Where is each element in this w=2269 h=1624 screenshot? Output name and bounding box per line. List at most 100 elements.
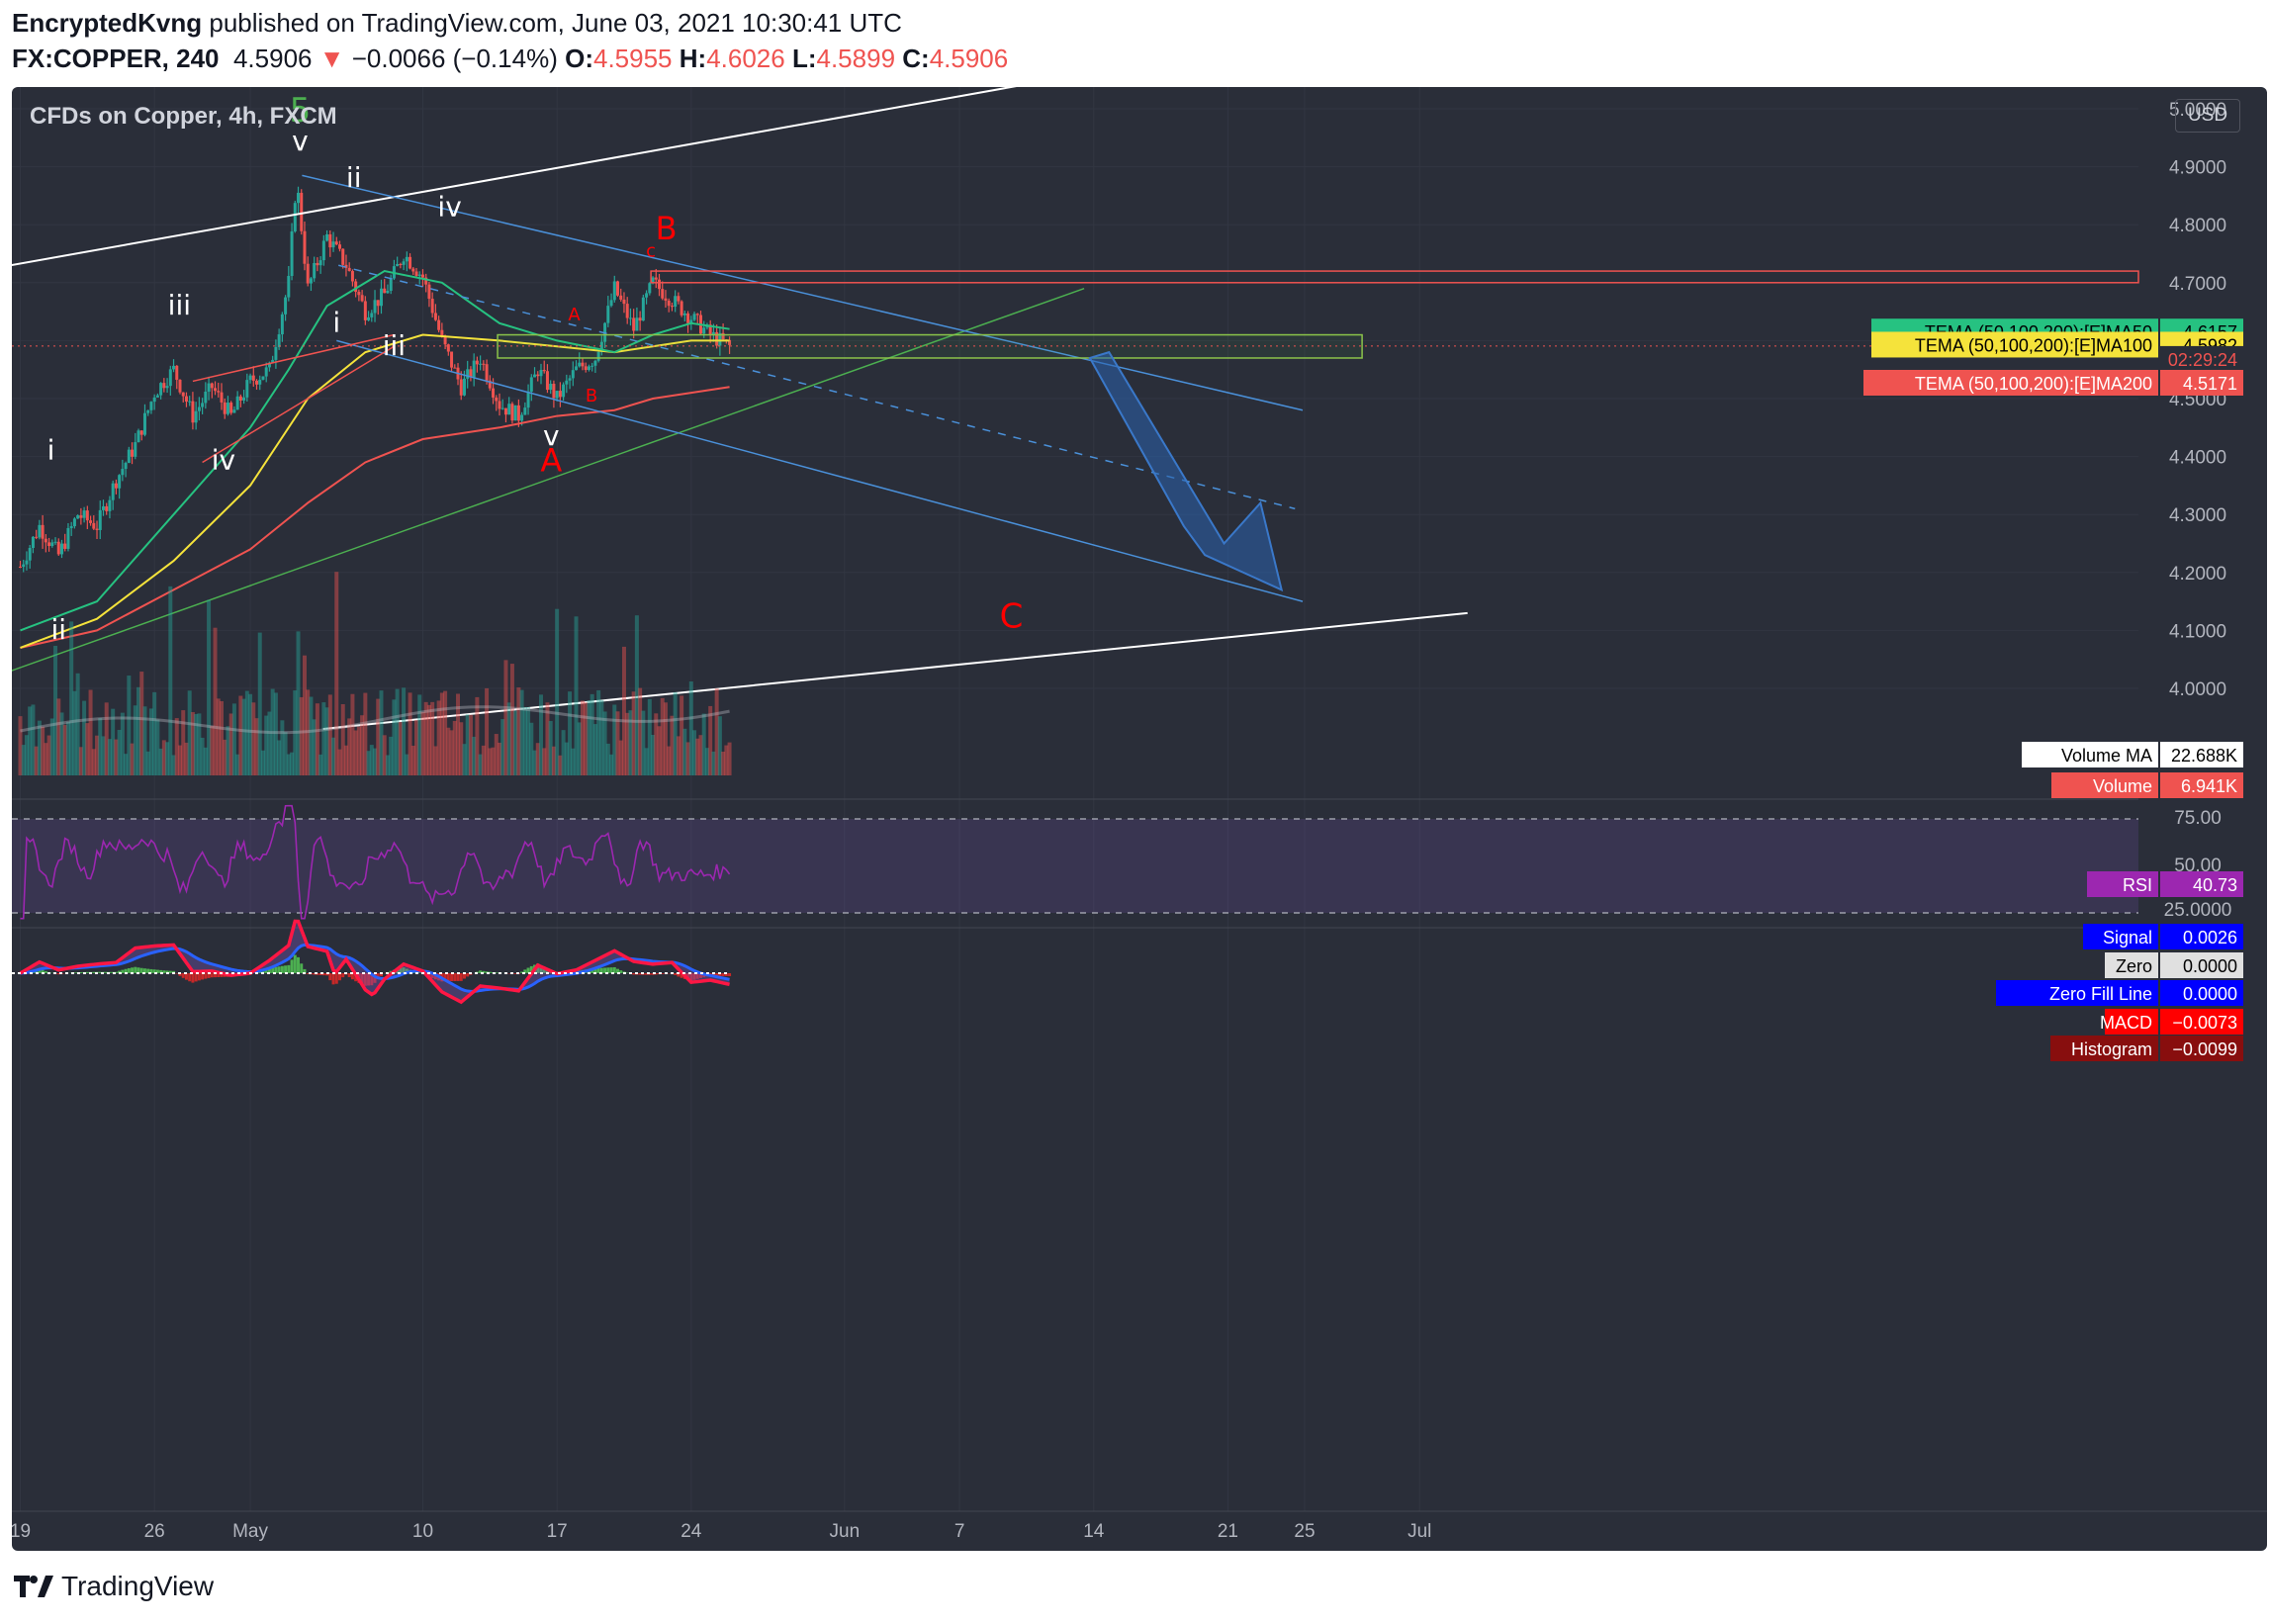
volume-bar	[85, 723, 90, 775]
volume-bar	[136, 686, 141, 775]
macd-tag-2-label: Zero Fill Line	[1996, 980, 2158, 1006]
ma100-label-tag-text: TEMA (50,100,200):[E]MA100	[1915, 335, 2152, 355]
volume-bar	[302, 655, 307, 775]
volume-bar	[657, 726, 662, 775]
volume-bar	[241, 698, 246, 775]
time-axis-label: Jul	[1407, 1521, 1431, 1542]
wave-label: B	[656, 210, 678, 247]
macd-histogram-bar	[724, 973, 728, 976]
volume-bar	[145, 751, 150, 775]
macd-tag-4-value: −0.0099	[2160, 1036, 2243, 1061]
price-axis-label: 4.3000	[2169, 505, 2226, 526]
macd-histogram-bar	[466, 973, 470, 977]
volume-bar	[168, 586, 173, 775]
volume-bar	[634, 615, 639, 775]
macd-histogram-bar	[495, 972, 499, 973]
wave-label: iv	[212, 443, 235, 476]
candle-body	[498, 401, 501, 409]
candle-body	[267, 362, 271, 368]
volume-bar	[682, 728, 687, 775]
volume-bar	[663, 702, 668, 775]
macd-histogram-bar	[188, 973, 192, 982]
time-axis-label: May	[232, 1521, 268, 1542]
candle-body	[427, 284, 431, 300]
macd-histogram-bar	[609, 967, 613, 973]
candle-body	[658, 279, 661, 290]
volume-bar	[210, 725, 215, 775]
macd-histogram-bar	[277, 966, 281, 973]
macd-histogram-bar	[165, 970, 169, 973]
macd-histogram-bar	[201, 973, 205, 980]
volume-bar	[41, 726, 45, 775]
macd-histogram-bar	[207, 973, 211, 978]
candle-body	[168, 369, 172, 387]
volume-label-tag-text: Volume	[2093, 776, 2152, 796]
volume-bar	[353, 730, 358, 775]
macd-fill	[20, 921, 730, 1003]
candle-body	[599, 341, 603, 352]
chart-title: CFDs on Copper, 4h, FXCM	[30, 103, 337, 130]
candle-body	[430, 299, 434, 314]
volume-bar	[727, 742, 732, 775]
macd-histogram-bar	[321, 973, 325, 976]
volume-bar	[286, 754, 291, 775]
macd-histogram-bar	[638, 973, 642, 975]
publisher-name[interactable]: EncryptedKvng	[12, 8, 203, 38]
candle-body	[297, 192, 301, 204]
candle-body	[188, 401, 192, 403]
ema200-line	[20, 386, 730, 649]
volume-bar	[37, 720, 42, 775]
volume-bar	[590, 693, 594, 775]
macd-histogram-bar	[453, 973, 457, 981]
upper-channel-line	[12, 87, 1017, 267]
candle-body	[217, 391, 221, 393]
candle-body	[197, 406, 201, 411]
macd-histogram-bar	[645, 973, 649, 975]
candle-body	[472, 360, 476, 378]
candle-body	[677, 296, 681, 302]
volume-bar	[618, 740, 623, 775]
volume-bar	[704, 748, 709, 775]
volume-bar	[18, 716, 23, 775]
candle-body	[389, 278, 393, 292]
volume-bar	[130, 743, 135, 775]
resistance-zone	[650, 270, 2139, 284]
low-label: L:	[791, 44, 817, 73]
wave-label: ii	[50, 613, 66, 646]
volume-bar	[114, 739, 119, 775]
volume-bar	[165, 742, 170, 775]
currency-button[interactable]: USD	[2175, 99, 2240, 133]
macd-histogram-bar	[654, 973, 658, 975]
candle-body	[146, 409, 150, 413]
tradingview-wordmark: TradingView	[61, 1571, 215, 1601]
volume-bar	[395, 688, 400, 775]
tradingview-logo[interactable]: TradingView	[14, 1571, 214, 1602]
chart-canvas[interactable]: 5viiiviiiiiiiiviiivAABcBC5.00004.90004.8…	[12, 87, 2267, 1551]
volume-bar	[680, 695, 684, 775]
macd-histogram-bar	[306, 973, 310, 974]
volume-bar	[101, 736, 106, 775]
candle-body	[220, 392, 224, 403]
price-change: −0.0066 (−0.14%)	[351, 44, 558, 73]
price-axis-label: 4.4000	[2169, 448, 2226, 469]
time-axis-label: 26	[144, 1521, 165, 1542]
macd-histogram-bar	[303, 968, 307, 973]
volume-bar	[312, 719, 317, 775]
volume-bar	[306, 689, 311, 775]
macd-histogram-bar	[44, 970, 47, 973]
candle-body	[229, 403, 233, 413]
macd-histogram-bar	[85, 971, 89, 973]
volume-bar	[724, 745, 729, 775]
volume-bar	[56, 698, 61, 775]
macd-histogram-bar	[92, 971, 96, 973]
time-axis-label: 10	[412, 1521, 433, 1542]
candle-body	[184, 396, 188, 403]
candle-body	[651, 277, 655, 284]
macd-histogram-bar	[118, 970, 122, 973]
ema100-line	[20, 333, 730, 649]
candle-body	[689, 319, 693, 323]
macd-histogram-bar	[459, 973, 463, 981]
volume-bar	[551, 746, 556, 775]
candle-body	[695, 314, 699, 316]
